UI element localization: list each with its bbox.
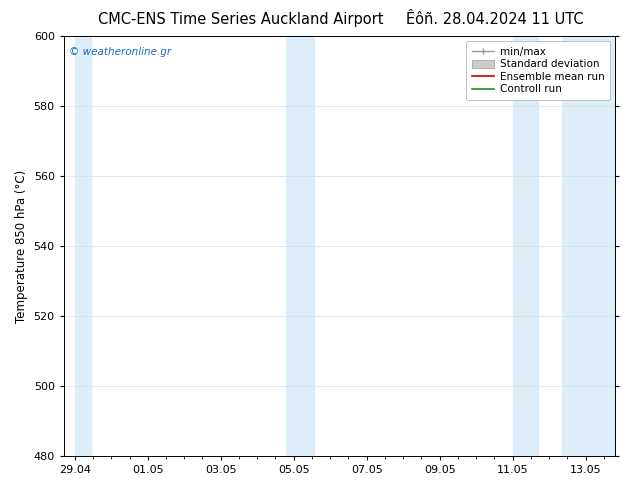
Text: CMC-ENS Time Series Auckland Airport: CMC-ENS Time Series Auckland Airport	[98, 12, 384, 27]
Y-axis label: Temperature 850 hPa (°C): Temperature 850 hPa (°C)	[15, 170, 28, 323]
Bar	[287, 36, 314, 456]
Text: © weatheronline.gr: © weatheronline.gr	[69, 47, 171, 57]
Text: Êôñ. 28.04.2024 11 UTC: Êôñ. 28.04.2024 11 UTC	[406, 12, 583, 27]
Bar	[513, 36, 538, 456]
Legend: min/max, Standard deviation, Ensemble mean run, Controll run: min/max, Standard deviation, Ensemble me…	[467, 41, 610, 99]
Bar	[75, 36, 91, 456]
Bar	[562, 36, 615, 456]
